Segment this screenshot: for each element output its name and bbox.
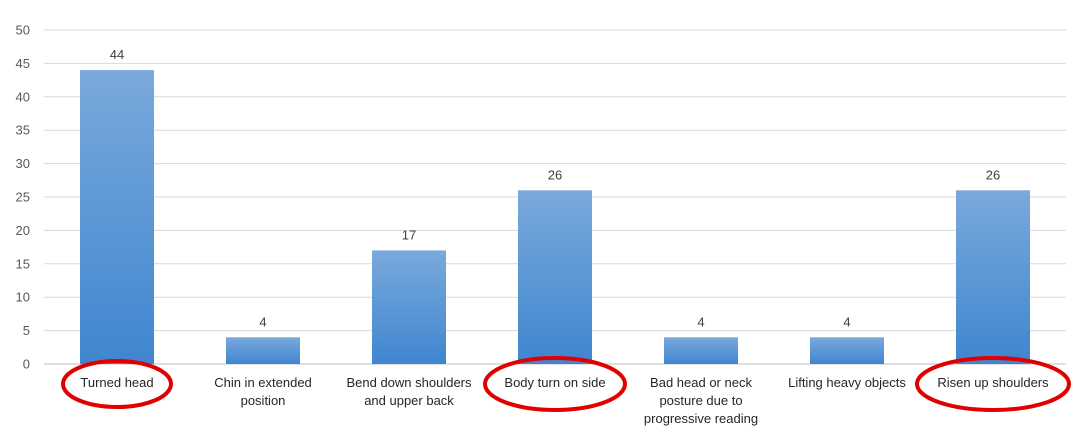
data-label: 26: [548, 167, 562, 182]
y-tick-label: 40: [16, 89, 30, 104]
category-label: Chin in extended position: [214, 375, 312, 408]
y-tick-label: 5: [23, 323, 30, 338]
y-tick-label: 45: [16, 56, 30, 71]
bars: [80, 70, 1030, 364]
category-label: Bad head or neck posture due to progressiv…: [644, 375, 758, 426]
category-label: Turned head: [80, 375, 153, 390]
y-tick-label: 50: [16, 23, 30, 38]
y-tick-label: 35: [16, 123, 30, 138]
data-label: 17: [402, 227, 416, 242]
bar: [664, 337, 738, 364]
y-tick-label: 15: [16, 256, 30, 271]
data-label: 26: [986, 167, 1000, 182]
data-label: 4: [259, 314, 266, 329]
highlight-ellipse: [61, 359, 173, 409]
bar: [956, 190, 1030, 364]
y-tick-label: 25: [16, 190, 30, 205]
highlight-ellipse: [915, 356, 1071, 412]
y-axis-ticks: 0 5 10 15 20 25 30 35 40 45 50: [16, 23, 30, 372]
y-tick-label: 30: [16, 156, 30, 171]
category-label: Bend down shoulders and upper back: [346, 375, 472, 408]
bar: [518, 190, 592, 364]
highlight-ellipses: [61, 356, 1071, 412]
highlight-ellipse: [483, 356, 627, 412]
bar: [80, 70, 154, 364]
y-tick-label: 20: [16, 223, 30, 238]
data-label: 4: [697, 314, 704, 329]
y-tick-label: 0: [23, 357, 30, 372]
bar: [810, 337, 884, 364]
data-label: 4: [843, 314, 850, 329]
y-tick-label: 10: [16, 290, 30, 305]
category-label: Risen up shoulders: [937, 375, 1049, 390]
bar: [226, 337, 300, 364]
x-axis-categories: Turned head Chin in extended position Bend …: [80, 375, 1049, 426]
bar: [372, 250, 446, 364]
category-label: Lifting heavy objects: [788, 375, 906, 390]
data-label: 44: [110, 47, 124, 62]
category-label: Body turn on side: [504, 375, 605, 390]
